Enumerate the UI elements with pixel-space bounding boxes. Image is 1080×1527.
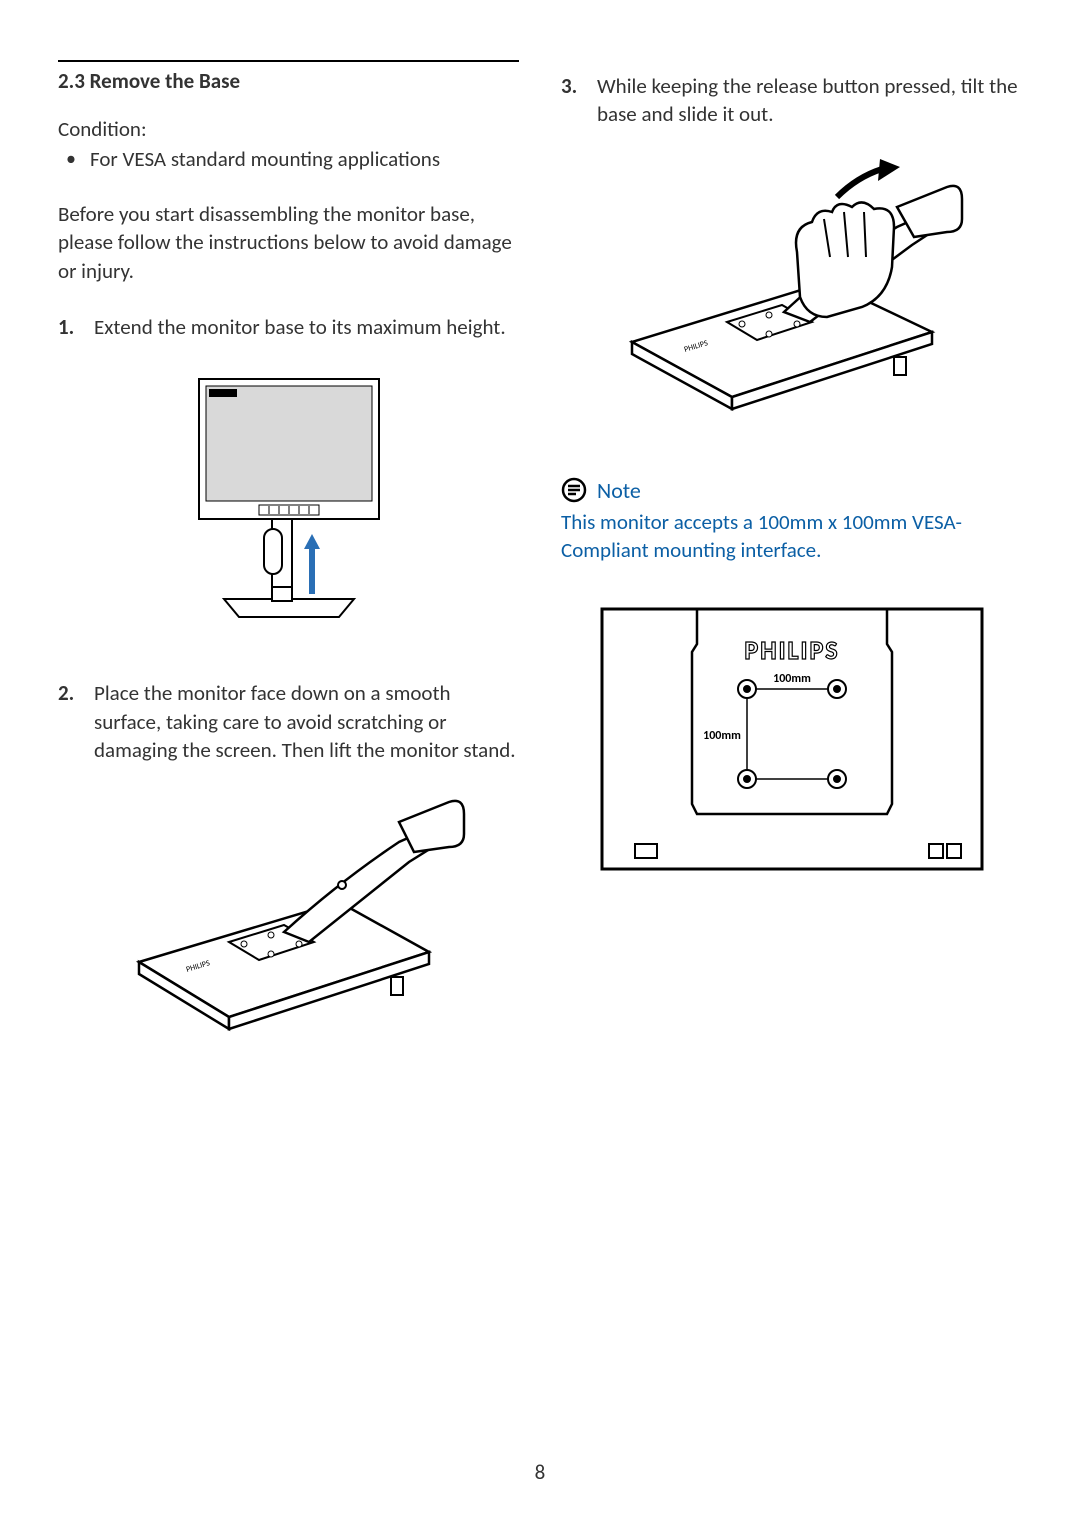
bullet-dot-icon: • xyxy=(66,146,76,172)
step-1-number: 1. xyxy=(58,313,80,341)
slide-arrow-icon xyxy=(837,159,900,197)
vesa-brand: PHILIPS xyxy=(744,634,839,666)
step-3: 3. While keeping the release button pres… xyxy=(561,72,1022,129)
up-arrow-icon xyxy=(304,534,320,594)
intro-paragraph: Before you start disassembling the monit… xyxy=(58,200,519,285)
section-heading: Remove the Base xyxy=(90,68,240,94)
right-column: 3. While keeping the release button pres… xyxy=(561,60,1022,1092)
section-number: 2.3 xyxy=(58,68,85,94)
figure-vesa: PHILIPS 100mm 100mm xyxy=(597,604,987,884)
step-2-text: Place the monitor face down on a smooth … xyxy=(94,679,519,764)
section-title: 2.3 Remove the Base xyxy=(58,68,519,94)
vesa-dim-v: 100mm xyxy=(703,729,741,743)
figure-slide-out: PHILIPS xyxy=(602,157,982,447)
step-3-number: 3. xyxy=(561,72,583,100)
condition-label: Condition: xyxy=(58,116,519,142)
figure-extend-height xyxy=(164,369,414,639)
section-rule xyxy=(58,60,519,62)
step-3-text: While keeping the release button pressed… xyxy=(597,72,1022,129)
condition-text: For VESA standard mounting applications xyxy=(90,146,440,172)
page-number: 8 xyxy=(0,1459,1080,1485)
note-heading: Note xyxy=(561,477,1022,504)
step-2: 2. Place the monitor face down on a smoo… xyxy=(58,679,519,764)
step-1: 1. Extend the monitor base to its maximu… xyxy=(58,313,519,341)
step-1-text: Extend the monitor base to its maximum h… xyxy=(94,313,506,341)
left-column: 2.3 Remove the Base Condition: • For VES… xyxy=(58,60,519,1092)
vesa-dim-h: 100mm xyxy=(773,672,811,686)
condition-bullet: • For VESA standard mounting application… xyxy=(58,146,519,172)
step-2-number: 2. xyxy=(58,679,80,707)
hand-icon xyxy=(796,202,894,317)
note-text: This monitor accepts a 100mm x 100mm VES… xyxy=(561,508,1022,565)
note-icon xyxy=(561,477,587,503)
note-label: Note xyxy=(597,477,641,504)
figure-face-down: PHILIPS xyxy=(109,792,469,1052)
